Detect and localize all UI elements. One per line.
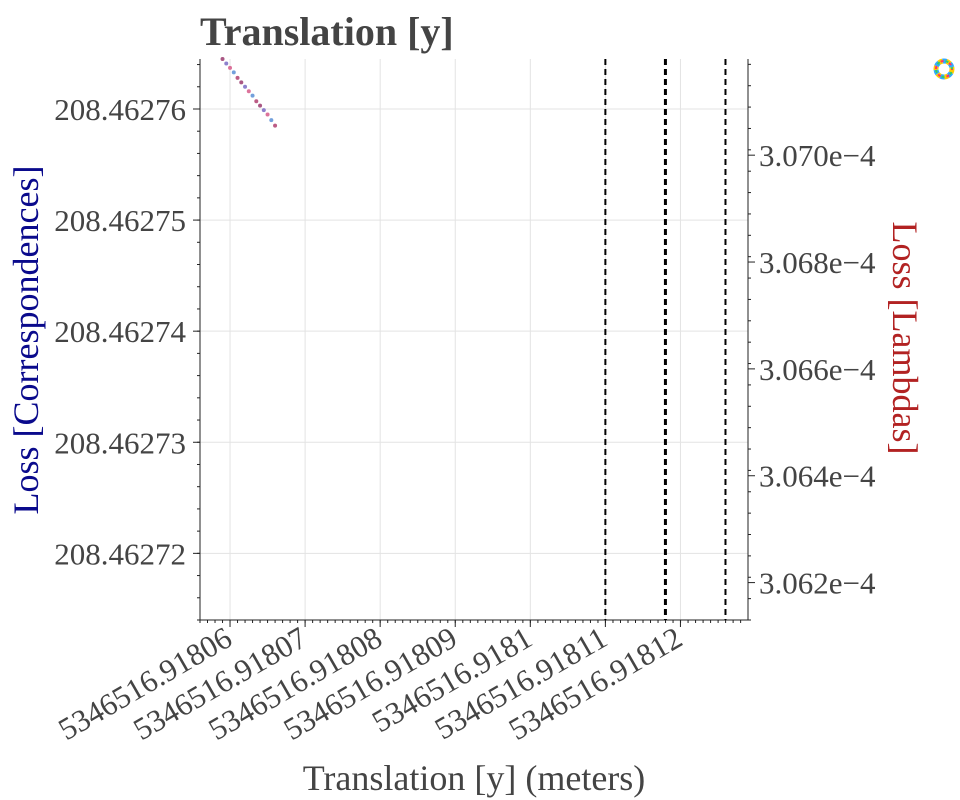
y-right-tick-label: 3.068e−4 bbox=[759, 245, 876, 280]
data-point bbox=[269, 118, 274, 123]
y-left-tick-label: 208.46276 bbox=[54, 92, 186, 127]
data-point bbox=[220, 57, 225, 61]
plot-area: 5346516.918065346516.918075346516.918085… bbox=[52, 57, 876, 747]
data-point bbox=[254, 99, 259, 104]
data-point bbox=[250, 93, 255, 98]
y-axis-right-label: Loss [Lambdas] bbox=[885, 222, 925, 455]
data-point bbox=[261, 108, 266, 113]
data-point bbox=[228, 65, 233, 70]
color-wheel-icon[interactable] bbox=[933, 58, 955, 80]
data-point bbox=[258, 103, 263, 108]
y-left-tick-label: 208.46272 bbox=[54, 536, 186, 571]
data-point bbox=[231, 70, 236, 75]
y-right-tick-label: 3.064e−4 bbox=[759, 459, 876, 494]
y-right-tick-label: 3.062e−4 bbox=[759, 566, 876, 601]
data-point bbox=[243, 84, 248, 89]
data-point bbox=[239, 80, 244, 85]
y-left-tick-label: 208.46275 bbox=[54, 203, 186, 238]
y-right-tick-label: 3.066e−4 bbox=[759, 352, 876, 387]
y-left-tick-label: 208.46274 bbox=[54, 314, 186, 349]
y-right-tick-label: 3.070e−4 bbox=[759, 138, 876, 173]
chart-title: Translation [y] bbox=[200, 9, 454, 54]
y-left-tick-label: 208.46273 bbox=[54, 425, 186, 460]
data-point bbox=[273, 123, 278, 128]
y-axis-left-label: Loss [Correspondences] bbox=[6, 166, 46, 515]
data-point bbox=[246, 89, 251, 94]
data-point bbox=[235, 75, 240, 80]
data-point bbox=[265, 112, 270, 117]
x-axis-label: Translation [y] (meters) bbox=[303, 758, 646, 798]
data-point bbox=[224, 61, 229, 66]
